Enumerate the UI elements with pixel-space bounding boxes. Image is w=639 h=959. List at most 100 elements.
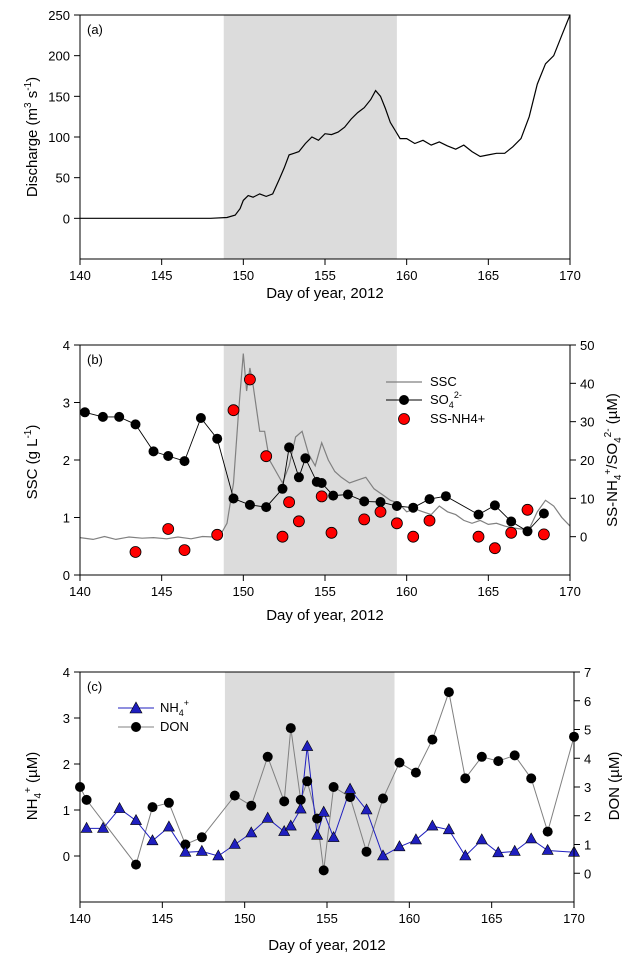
ssnh4-point: [283, 496, 296, 509]
y2-title-c: (µM): [604, 393, 621, 428]
x-tick-label: 165: [477, 268, 499, 283]
legend-ssc-label: SSC: [430, 374, 457, 389]
so4-point: [489, 500, 500, 511]
ssnh4-point: [358, 513, 371, 526]
x-axis-title: Day of year, 2012: [266, 285, 384, 302]
y-tick-label: 100: [48, 130, 70, 145]
don-point: [493, 756, 504, 767]
don-point: [345, 792, 356, 803]
ssnh4-point: [292, 515, 305, 528]
y-tick-label: 0: [63, 849, 70, 864]
don-point: [509, 750, 520, 761]
y-axis-ticks: 0 50 100 150 200 250: [48, 8, 80, 226]
nh4-point: [195, 844, 208, 856]
ssnh4-point: [129, 546, 142, 558]
x-axis-title: Day of year, 2012: [266, 607, 384, 624]
legend: SSC SO42- SS-NH4+: [386, 374, 485, 426]
don-point: [147, 802, 158, 813]
legend-ssnh4-marker: [398, 413, 410, 425]
ssnh4-point: [211, 528, 224, 541]
y2-title-b-sub: 4: [613, 437, 624, 443]
ssnh4-point: [538, 528, 550, 541]
ssnh4-point: [505, 526, 518, 539]
y-tick-label: 3: [63, 711, 70, 726]
shaded-period: [223, 15, 397, 259]
so4-point: [359, 496, 370, 507]
don-point: [163, 797, 174, 808]
don-point: [81, 794, 92, 805]
legend-ssnh4-label: SS-NH4+: [430, 411, 485, 426]
y-title-end: ): [24, 425, 41, 430]
x-tick-label: 160: [396, 268, 418, 283]
y2-tick-label: 4: [584, 751, 591, 766]
legend-don-marker: [131, 722, 141, 732]
right-y-axis-ticks: 0 10 20 30 40 50: [570, 338, 594, 545]
nh4-point: [311, 828, 324, 840]
ssnh4-point: [521, 503, 534, 516]
y-title-sup1: 3: [23, 102, 34, 108]
x-tick-label: 145: [151, 584, 173, 599]
y-tick-label: 200: [48, 49, 70, 64]
y-tick-label: 2: [63, 453, 70, 468]
y2-title-b-sup: 2-: [603, 428, 614, 437]
discharge-series: [80, 14, 571, 219]
left-y-axis-title: NH4+ (µM): [23, 752, 44, 820]
so4-point: [79, 407, 90, 418]
x-tick-label: 170: [563, 911, 585, 926]
ssnh4-point: [488, 542, 501, 555]
so4-point: [163, 451, 174, 461]
don-point: [285, 723, 296, 734]
don-point: [460, 773, 471, 784]
shaded-period: [224, 672, 395, 902]
ssnh4-point: [472, 530, 485, 543]
legend-nh4-base: NH: [160, 700, 179, 715]
nh4-point: [146, 834, 159, 846]
so4-point: [195, 413, 206, 423]
legend-nh4-sup: +: [184, 698, 189, 708]
y-tick-label: 250: [48, 8, 70, 23]
nh4-point: [245, 826, 258, 838]
y2-title-b: /SO: [604, 443, 621, 469]
ssnh4-point: [178, 544, 191, 556]
so4-point: [244, 499, 255, 510]
x-tick-label: 155: [316, 911, 338, 926]
right-y-axis-title: DON (µM): [606, 752, 623, 821]
right-y-axis-ticks: 0 1 2 3 4 5 6 7: [574, 665, 591, 881]
nh4-point: [261, 811, 274, 823]
nh4-point: [80, 821, 93, 833]
nh4-point: [525, 832, 538, 844]
don-point: [328, 782, 339, 792]
y-tick-label: 0: [63, 568, 70, 583]
ssnh4-point: [260, 450, 273, 463]
panel-label: (a): [87, 22, 103, 37]
nh4-point: [492, 846, 505, 858]
legend-nh4-marker: [129, 701, 143, 714]
y2-tick-label: 3: [584, 780, 591, 795]
don-point: [229, 790, 240, 801]
nh4-point: [113, 801, 126, 813]
nh4-point: [129, 813, 142, 825]
x-tick-label: 170: [559, 584, 581, 599]
nh4-point: [162, 820, 175, 832]
so4-point: [261, 502, 272, 513]
don-point: [476, 751, 487, 762]
so4-point: [316, 478, 327, 488]
x-axis-ticks: 140 145 150 155 160 165 170: [69, 259, 581, 283]
nh4-point: [360, 803, 373, 815]
y-tick-label: 3: [63, 396, 70, 411]
nh4-point: [376, 849, 389, 861]
y-tick-label: 1: [63, 511, 70, 526]
don-point: [295, 794, 306, 805]
nh4-point: [278, 824, 291, 836]
nh4-point: [179, 845, 192, 857]
legend-so4-sup: 2-: [454, 390, 462, 400]
don-point: [262, 751, 273, 762]
so4-point: [284, 442, 295, 453]
ssnh4-point: [276, 530, 289, 543]
x-tick-label: 145: [151, 268, 173, 283]
y-tick-label: 4: [63, 338, 70, 353]
so4-point: [342, 489, 353, 500]
so4-point: [148, 446, 159, 457]
y2-title-a-sup: +: [603, 469, 614, 475]
